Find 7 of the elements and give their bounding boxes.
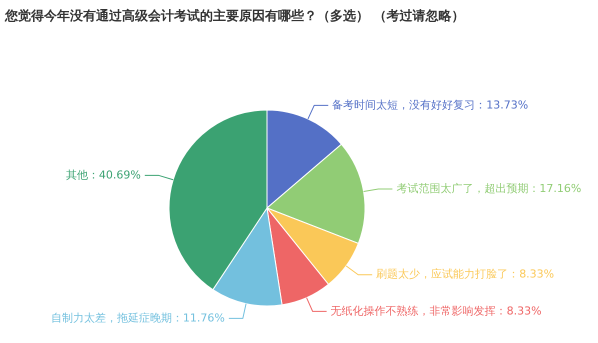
slice-label: 备考时间太短，没有好好复习：13.73% (332, 98, 528, 112)
slice-label: 自制力太差，拖延症晚期：11.76% (50, 311, 225, 324)
slice-label: 无纸化操作不熟练，非常影响发挥：8.33% (330, 304, 542, 318)
slice-label: 考试范围太广了，超出预期：17.16% (396, 182, 582, 195)
slice-label: 其他：40.69% (66, 168, 141, 182)
chart-title: 您觉得今年没有通过高级会计考试的主要原因有哪些？（多选） （考过请忽略） (4, 8, 465, 24)
slice-label: 刷题太少，应试能力打脸了：8.33% (376, 268, 554, 281)
